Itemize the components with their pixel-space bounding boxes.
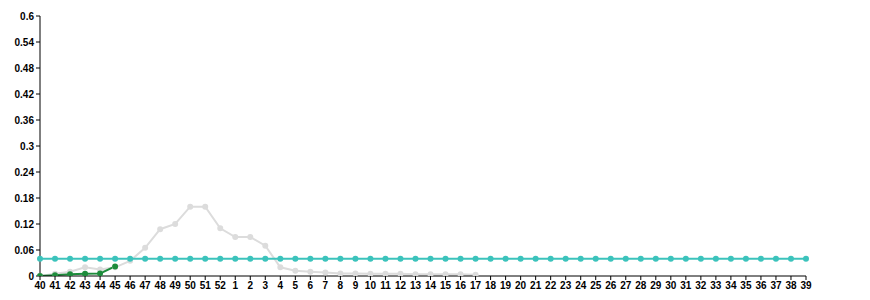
svg-text:0.3: 0.3 xyxy=(20,141,34,152)
svg-text:50: 50 xyxy=(185,280,197,291)
svg-text:42: 42 xyxy=(64,280,76,291)
svg-text:16: 16 xyxy=(455,280,467,291)
svg-text:34: 34 xyxy=(725,280,737,291)
svg-text:45: 45 xyxy=(110,280,122,291)
svg-text:26: 26 xyxy=(605,280,617,291)
svg-text:23: 23 xyxy=(560,280,572,291)
svg-text:22: 22 xyxy=(545,280,557,291)
svg-text:0.42: 0.42 xyxy=(15,89,35,100)
svg-text:36: 36 xyxy=(755,280,767,291)
svg-text:9: 9 xyxy=(353,280,359,291)
svg-text:0.48: 0.48 xyxy=(15,63,35,74)
svg-text:0: 0 xyxy=(28,271,34,282)
svg-text:17: 17 xyxy=(470,280,482,291)
svg-text:13: 13 xyxy=(410,280,422,291)
svg-text:49: 49 xyxy=(170,280,182,291)
svg-text:3: 3 xyxy=(263,280,269,291)
svg-text:24: 24 xyxy=(575,280,587,291)
svg-text:31: 31 xyxy=(680,280,692,291)
svg-text:0.12: 0.12 xyxy=(15,219,35,230)
svg-text:33: 33 xyxy=(710,280,722,291)
svg-text:0.18: 0.18 xyxy=(15,193,35,204)
svg-text:35: 35 xyxy=(740,280,752,291)
svg-text:41: 41 xyxy=(49,280,61,291)
svg-text:6: 6 xyxy=(308,280,314,291)
svg-text:18: 18 xyxy=(485,280,497,291)
svg-text:19: 19 xyxy=(500,280,512,291)
svg-text:40: 40 xyxy=(34,280,46,291)
svg-text:14: 14 xyxy=(425,280,437,291)
svg-text:29: 29 xyxy=(650,280,662,291)
svg-text:28: 28 xyxy=(635,280,647,291)
svg-text:7: 7 xyxy=(323,280,329,291)
svg-text:43: 43 xyxy=(79,280,91,291)
svg-text:44: 44 xyxy=(95,280,107,291)
svg-text:21: 21 xyxy=(530,280,542,291)
svg-text:30: 30 xyxy=(665,280,677,291)
svg-text:46: 46 xyxy=(125,280,137,291)
svg-text:4: 4 xyxy=(278,280,284,291)
svg-text:8: 8 xyxy=(338,280,344,291)
svg-text:11: 11 xyxy=(380,280,391,291)
svg-text:0.54: 0.54 xyxy=(15,37,35,48)
svg-text:0.06: 0.06 xyxy=(15,245,35,256)
svg-text:47: 47 xyxy=(140,280,152,291)
svg-text:1: 1 xyxy=(232,280,238,291)
svg-text:20: 20 xyxy=(515,280,527,291)
svg-text:0.6: 0.6 xyxy=(20,11,34,22)
svg-text:5: 5 xyxy=(293,280,299,291)
svg-text:37: 37 xyxy=(770,280,782,291)
svg-text:10: 10 xyxy=(365,280,377,291)
svg-text:12: 12 xyxy=(395,280,407,291)
svg-text:52: 52 xyxy=(215,280,227,291)
svg-text:27: 27 xyxy=(620,280,632,291)
svg-text:15: 15 xyxy=(440,280,452,291)
svg-text:2: 2 xyxy=(247,280,253,291)
svg-text:32: 32 xyxy=(695,280,707,291)
svg-text:48: 48 xyxy=(155,280,167,291)
svg-text:25: 25 xyxy=(590,280,602,291)
svg-text:39: 39 xyxy=(800,280,812,291)
svg-text:0.24: 0.24 xyxy=(15,167,35,178)
svg-text:0.36: 0.36 xyxy=(15,115,35,126)
svg-text:38: 38 xyxy=(785,280,797,291)
svg-text:51: 51 xyxy=(200,280,212,291)
